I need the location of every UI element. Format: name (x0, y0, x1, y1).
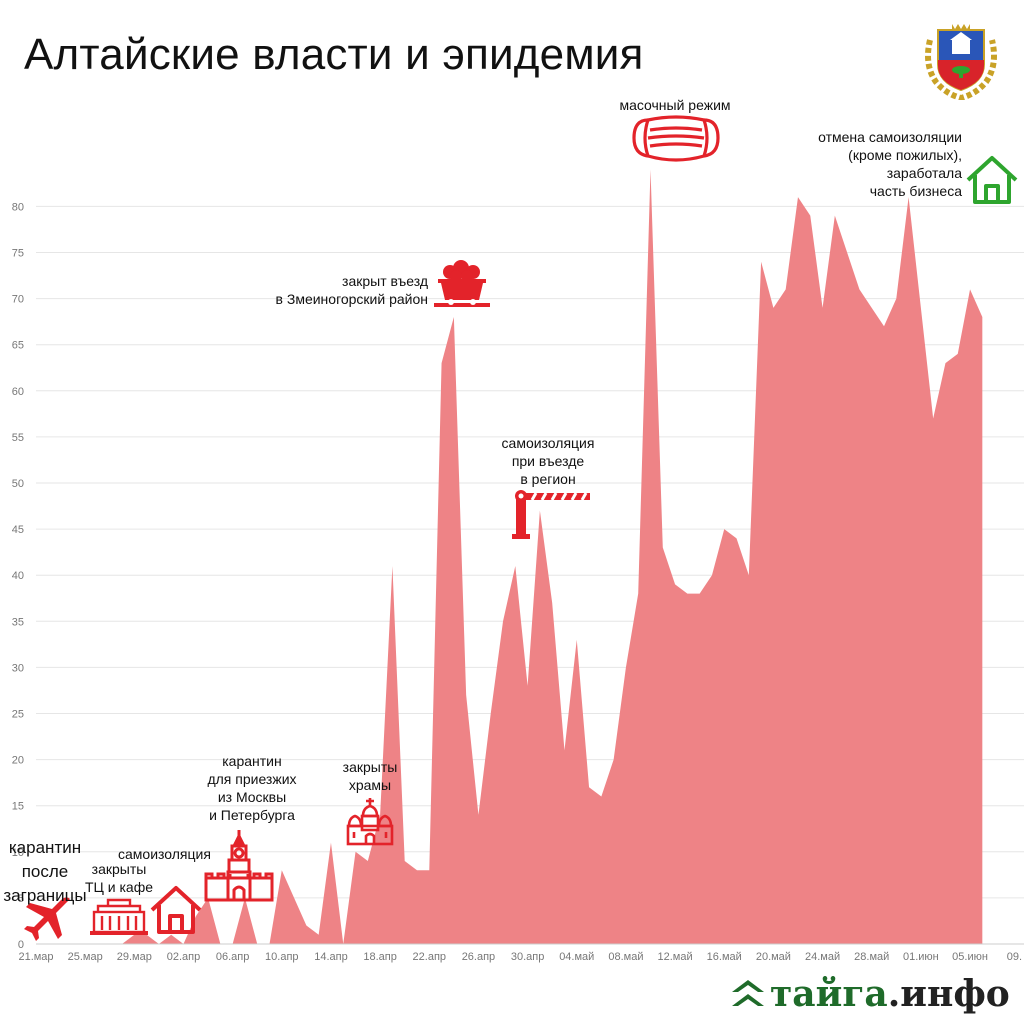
x-tick-label: 24.май (805, 951, 840, 963)
x-tick-label: 02.апр (167, 951, 200, 963)
y-tick-label: 75 (12, 248, 24, 260)
crest-icon (925, 24, 997, 100)
y-tick-label: 25 (12, 709, 24, 721)
x-tick-label: 05.июн (952, 951, 988, 963)
y-tick-label: 70 (12, 294, 24, 306)
annotation-entry-isolation: самоизоляция при въезде в регион (501, 435, 595, 487)
y-tick-label: 80 (12, 201, 24, 213)
page-title: Алтайские власти и эпидемия (24, 30, 644, 79)
x-tick-label: 30.апр (511, 951, 544, 963)
y-tick-label: 20 (12, 755, 24, 767)
x-tick-label: 18.апр (363, 951, 396, 963)
series-area (36, 169, 1024, 945)
annotation-quarantine-moscow: карантин для приезжих из Москвы и Петербург… (207, 753, 297, 823)
annotation-malls-closed: закрыты ТЦ и кафе (84, 861, 154, 895)
x-tick-label: 06.апр (216, 951, 249, 963)
annotation-zmeinogorsk: закрыт въезд в Змеиногорский район (275, 273, 428, 307)
y-tick-label: 30 (12, 662, 24, 674)
annotation-quarantine-abroad: карантин после заграницы (3, 838, 87, 905)
x-tick-label: 01.июн (903, 951, 939, 963)
x-tick-label: 25.мар (68, 951, 103, 963)
x-tick-label: 16.май (707, 951, 742, 963)
annotation-lift: отмена самоизоляции (кроме пожилых), зараб… (818, 129, 962, 199)
mask-icon (632, 115, 720, 162)
annotation-churches: закрыты храмы (342, 759, 398, 793)
x-tick-label: 21.мар (18, 951, 53, 963)
church-icon (346, 798, 394, 846)
x-axis-ticks: 21.мар 25.мар 29.мар 02.апр 06.апр 10.апр 14.а… (18, 951, 1022, 963)
y-tick-label: 65 (12, 340, 24, 352)
y-tick-label: 10 (12, 847, 24, 859)
x-tick-label: 29.мар (117, 951, 152, 963)
plane-icon (24, 897, 70, 941)
x-tick-label: 09. (1007, 951, 1022, 963)
kremlin-icon (204, 830, 274, 902)
y-axis-ticks: 0 5 10 15 20 25 30 35 40 45 50 55 60 65 70 75 80 (12, 201, 24, 951)
house-green-icon (966, 156, 1018, 204)
y-tick-label: 5 (18, 893, 24, 905)
x-tick-label: 08.май (608, 951, 643, 963)
y-tick-label: 45 (12, 524, 24, 536)
chevron-logo-icon (732, 980, 764, 1006)
brand-logo: тайга.инфо (770, 970, 1010, 1018)
y-tick-label: 40 (12, 570, 24, 582)
annotation-selfisolation: самоизоляция (118, 846, 211, 862)
barrier-icon (512, 490, 590, 539)
house-icon (150, 886, 202, 934)
x-tick-label: 20.май (756, 951, 791, 963)
x-tick-label: 12.май (658, 951, 693, 963)
x-tick-label: 22.апр (413, 951, 446, 963)
x-tick-label: 26.апр (462, 951, 495, 963)
x-tick-label: 10.апр (265, 951, 298, 963)
y-tick-label: 60 (12, 386, 24, 398)
mall-icon (90, 898, 148, 935)
brand-logo-part2: .инфо (887, 973, 1010, 1015)
x-tick-label: 28.май (854, 951, 889, 963)
y-tick-label: 0 (18, 939, 24, 951)
x-tick-label: 04.май (559, 951, 594, 963)
brand-logo-part1: тайга (770, 973, 888, 1015)
x-tick-label: 14.апр (314, 951, 347, 963)
y-tick-label: 15 (12, 801, 24, 813)
y-tick-label: 50 (12, 478, 24, 490)
annotation-mask: масочный режим (619, 97, 731, 113)
y-tick-label: 35 (12, 616, 24, 628)
series-area-fill (36, 169, 983, 944)
y-tick-label: 55 (12, 432, 24, 444)
mine-cart-icon (434, 260, 490, 307)
